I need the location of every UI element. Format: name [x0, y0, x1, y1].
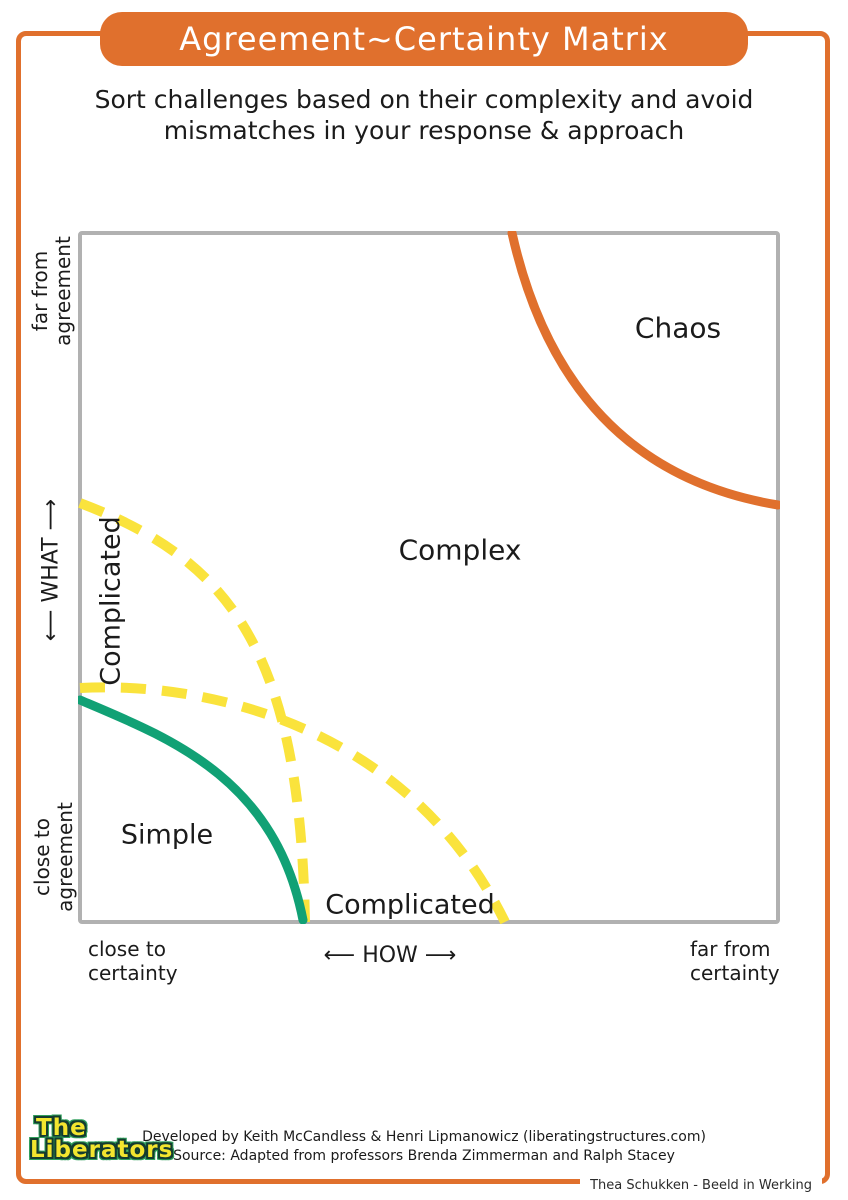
chaos-boundary-curve — [507, 231, 780, 510]
complicated-left-boundary-curve — [78, 498, 310, 923]
title-banner: Agreement~Certainty Matrix — [100, 12, 748, 66]
credit-line-source: Source: Adapted from professors Brenda Z… — [173, 1148, 675, 1164]
zone-label-complicated-left: Complicated — [95, 516, 127, 686]
x-axis-title: ⟵ HOW ⟶ — [323, 943, 457, 968]
credits-block: Developed by Keith McCandless & Henri Li… — [0, 1128, 848, 1166]
zone-label-complex: Complex — [398, 533, 522, 567]
y-axis-max-label: far from agreement — [28, 236, 75, 346]
credit-line-developed-by: Developed by Keith McCandless & Henri Li… — [142, 1129, 706, 1145]
page-subtitle: Sort challenges based on their complexit… — [94, 85, 754, 145]
zone-label-simple: Simple — [120, 819, 214, 851]
complicated-bottom-boundary-curve — [79, 682, 510, 924]
y-axis-min-label: close to agreement — [30, 802, 77, 912]
x-axis-min-label: close to certainty — [88, 937, 178, 985]
zone-label-complicated-bottom: Complicated — [325, 889, 495, 921]
page-title: Agreement~Certainty Matrix — [179, 20, 669, 58]
logo-text-liberators: Liberators — [30, 1137, 174, 1163]
matrix-chart-canvas — [78, 231, 780, 924]
simple-boundary-curve — [78, 695, 308, 924]
zone-label-chaos: Chaos — [634, 311, 722, 345]
y-axis-title: ⟵ WHAT ⟶ — [38, 498, 64, 642]
logo-text-the: The — [36, 1115, 87, 1141]
artist-attribution: Thea Schukken - Beeld in Werking — [580, 1176, 822, 1195]
x-axis-max-label: far from certainty — [690, 937, 780, 985]
the-liberators-logo: The Liberators — [30, 1116, 173, 1163]
chart-border — [78, 231, 780, 924]
